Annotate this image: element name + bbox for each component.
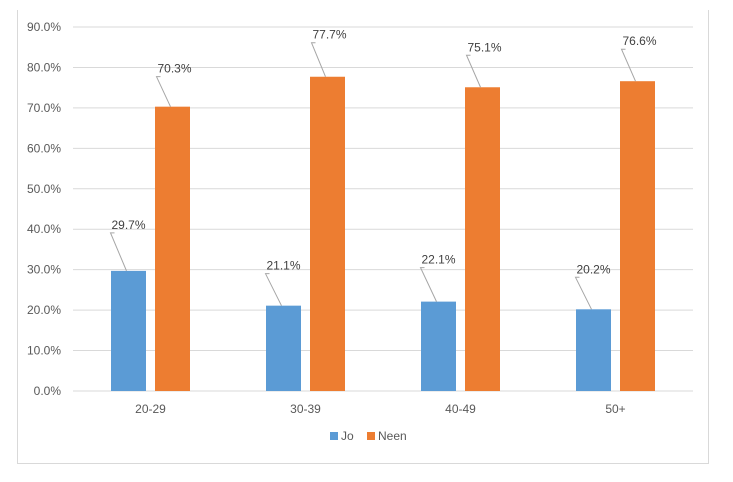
y-tick-label: 40.0% [27, 222, 61, 236]
data-label: 29.7% [111, 218, 145, 232]
legend-swatch-jo [330, 432, 338, 440]
data-label: 21.1% [266, 259, 300, 273]
leader-line [574, 276, 592, 310]
x-tick-label: 20-29 [135, 402, 166, 416]
y-tick-label: 80.0% [27, 60, 61, 74]
data-label: 20.2% [576, 262, 610, 276]
y-axis-tick-labels: 0.0% 10.0% 20.0% 30.0% 40.0% 50.0% 60.0% 70.0% 8… [27, 20, 61, 398]
legend: Jo Neen [330, 429, 407, 443]
leader-line [155, 76, 171, 107]
x-tick-label: 30-39 [290, 402, 321, 416]
data-label-leader-lines [109, 42, 636, 310]
legend-label-jo: Jo [341, 429, 354, 443]
bar-jo [421, 301, 456, 391]
leader-line [310, 42, 326, 77]
leader-line [465, 54, 481, 88]
y-tick-label: 20.0% [27, 303, 61, 317]
bar-jo [576, 309, 611, 391]
legend-label-neen: Neen [378, 429, 407, 443]
legend-swatch-neen [367, 432, 375, 440]
leader-line [264, 273, 282, 306]
data-label: 77.7% [312, 28, 346, 42]
leader-line [419, 267, 437, 302]
y-tick-label: 10.0% [27, 344, 61, 358]
y-tick-label: 60.0% [27, 141, 61, 155]
x-axis-tick-labels: 20-29 30-39 40-49 50+ [135, 402, 626, 416]
data-label: 22.1% [421, 253, 455, 267]
bar-jo [111, 270, 146, 391]
leader-line [620, 48, 636, 82]
bar-neen [465, 87, 500, 392]
bar-jo [266, 305, 301, 391]
bar-neen [620, 81, 655, 391]
y-tick-label: 70.0% [27, 101, 61, 115]
y-tick-label: 90.0% [27, 20, 61, 34]
y-tick-label: 30.0% [27, 263, 61, 277]
data-label: 75.1% [467, 40, 501, 54]
data-label: 70.3% [157, 62, 191, 76]
x-tick-label: 40-49 [445, 402, 476, 416]
bars [111, 76, 655, 392]
data-labels: 29.7% 70.3% 21.1% 77.7% 22.1% 75.1% 20.2% 76.6% [111, 28, 656, 277]
leader-line [109, 232, 127, 272]
data-label: 76.6% [622, 34, 656, 48]
y-tick-label: 0.0% [34, 384, 62, 398]
x-tick-label: 50+ [605, 402, 625, 416]
bar-neen [155, 106, 190, 392]
bar-neen [310, 76, 345, 391]
y-tick-label: 50.0% [27, 182, 61, 196]
